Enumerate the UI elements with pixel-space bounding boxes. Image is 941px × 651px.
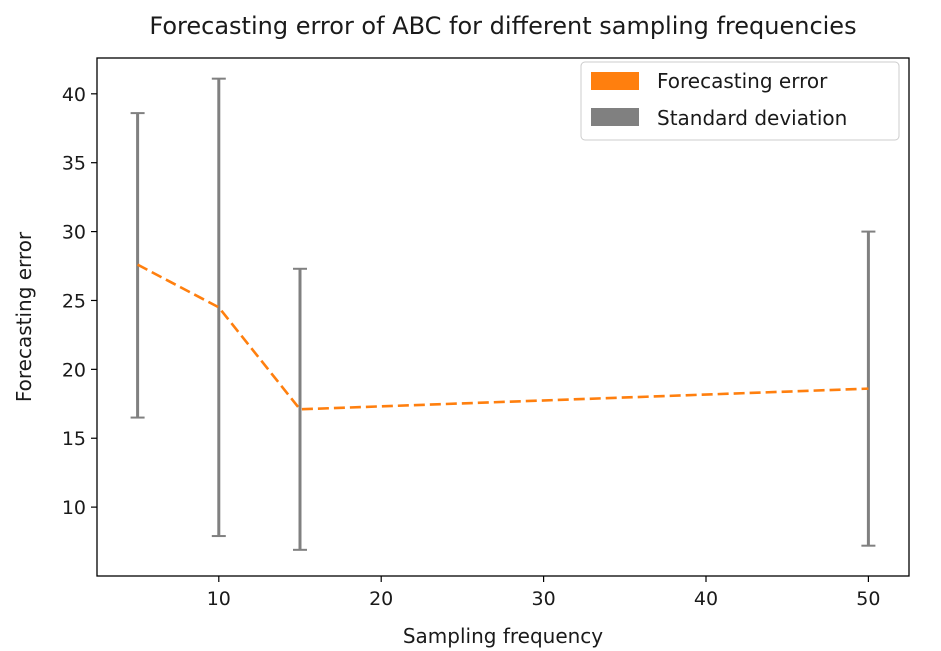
x-tick-label: 10 [207, 588, 231, 610]
y-tick-label: 30 [62, 222, 86, 244]
series-lines [136, 263, 869, 411]
x-axis-label: Sampling frequency [403, 624, 603, 648]
x-tick-label: 40 [694, 588, 718, 610]
y-tick-label: 25 [62, 290, 86, 312]
legend-swatch-forecasting-error [591, 72, 639, 90]
x-tick-label: 30 [532, 588, 556, 610]
y-axis: 10 15 20 25 30 35 40 [62, 84, 97, 519]
y-axis-label: Forecasting error [12, 231, 36, 402]
plot-frame [96, 57, 910, 577]
legend-label-standard-deviation: Standard deviation [657, 106, 847, 130]
y-tick-label: 35 [62, 153, 86, 175]
y-tick-label: 15 [62, 428, 86, 450]
y-tick-label: 20 [62, 359, 86, 381]
legend-label-forecasting-error: Forecasting error [657, 69, 828, 93]
x-tick-label: 50 [856, 588, 880, 610]
x-tick-label: 20 [369, 588, 393, 610]
legend-swatch-standard-deviation [591, 108, 639, 126]
chart-title: Forecasting error of ABC for different s… [149, 12, 856, 40]
legend: Forecasting error Standard deviation [580, 61, 900, 141]
x-axis: 10 20 30 40 50 [207, 576, 880, 610]
forecasting-error-line [136, 263, 869, 411]
legend-frame [580, 61, 900, 141]
plot-area [96, 57, 910, 577]
y-tick-label: 40 [62, 84, 86, 106]
error-bars [130, 77, 876, 551]
y-tick-label: 10 [62, 497, 86, 519]
